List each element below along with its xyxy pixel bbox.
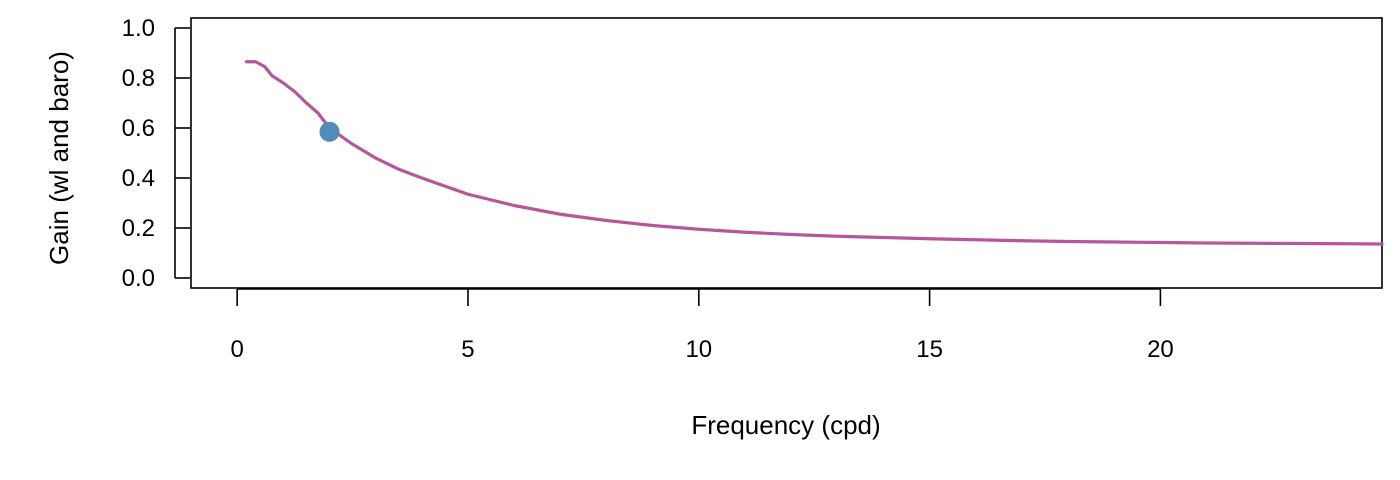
y-axis: 0.0 0.2 0.4 0.6 0.8 1.0 bbox=[122, 15, 190, 292]
y-tick-label: 0.2 bbox=[122, 215, 155, 242]
y-tick-label: 0.4 bbox=[122, 165, 155, 192]
plot-frame bbox=[190, 17, 1383, 289]
gain-series-line bbox=[244, 60, 1384, 246]
x-tick-label: 20 bbox=[1147, 336, 1174, 363]
highlight-point bbox=[319, 121, 340, 142]
y-tick-label: 0.0 bbox=[122, 265, 155, 292]
x-tick-label: 5 bbox=[461, 336, 474, 363]
x-tick-label: 10 bbox=[685, 336, 712, 363]
x-tick-label: 0 bbox=[230, 336, 243, 363]
y-tick-label: 1.0 bbox=[122, 15, 155, 42]
y-tick-label: 0.8 bbox=[122, 65, 155, 92]
x-tick-label: 15 bbox=[916, 336, 943, 363]
x-axis-title: Frequency (cpd) bbox=[691, 410, 880, 440]
y-tick-label: 0.6 bbox=[122, 115, 155, 142]
series-layer bbox=[244, 60, 1384, 246]
y-axis-title: Gain (wl and baro) bbox=[44, 51, 74, 265]
x-axis: 0 5 10 15 20 bbox=[230, 288, 1174, 363]
